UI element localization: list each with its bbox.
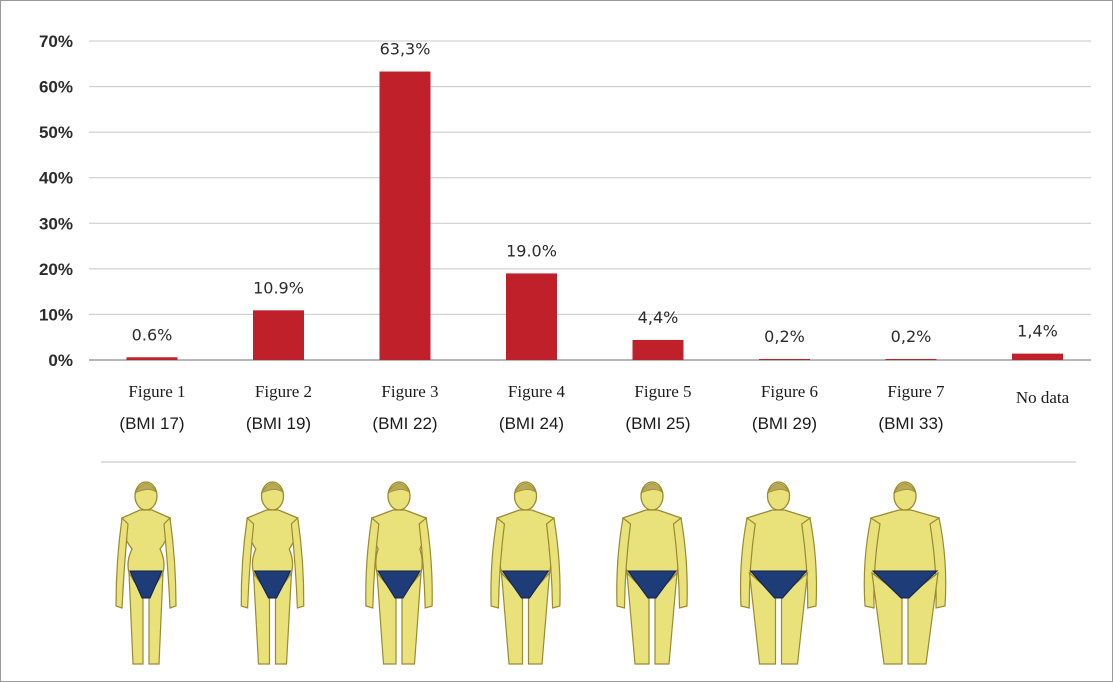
category-label-line2: (BMI 29) [752, 414, 817, 433]
category-label-line1: Figure 3 [381, 382, 438, 401]
right-arm [545, 516, 561, 609]
hair [640, 483, 664, 494]
hair [134, 483, 158, 494]
data-label: 4,4% [638, 308, 679, 327]
body-figure-2 [240, 481, 305, 665]
data-label: 0,2% [891, 327, 932, 346]
category-label-line1: No data [1016, 388, 1070, 407]
left-arm [739, 516, 756, 609]
y-tick-label: 70% [39, 32, 73, 51]
left-arm [863, 517, 881, 609]
right-arm [929, 517, 947, 609]
category-label-line1: Figure 1 [128, 382, 185, 401]
category-label-line2: (BMI 24) [499, 414, 564, 433]
body-figure-4 [490, 481, 561, 665]
bar [632, 339, 684, 360]
category-label-line1: Figure 7 [887, 382, 945, 401]
left-arm [115, 516, 129, 609]
data-label: 0,2% [764, 327, 805, 346]
y-tick-label: 10% [39, 305, 73, 324]
briefs [627, 570, 677, 599]
y-tick-label: 50% [39, 123, 73, 142]
right-arm [418, 516, 433, 609]
data-label: 10.9% [253, 278, 304, 297]
y-tick-label: 30% [39, 214, 73, 233]
right-arm [672, 516, 688, 609]
bar [506, 273, 557, 360]
body-figure-7 [863, 481, 947, 665]
briefs [871, 570, 939, 599]
category-label-line2: (BMI 33) [878, 414, 943, 433]
data-label: 63,3% [380, 40, 431, 59]
briefs [129, 570, 163, 599]
body-figure-5 [616, 481, 688, 665]
hair [893, 483, 917, 494]
bar [759, 359, 810, 360]
bar [379, 71, 431, 360]
hair [260, 483, 284, 494]
body-figure-6 [739, 481, 818, 665]
data-label: 19.0% [506, 241, 557, 260]
bar [253, 310, 304, 360]
hair [513, 483, 537, 494]
bar [126, 357, 178, 360]
category-label-line2: (BMI 22) [372, 414, 437, 433]
data-label: 1,4% [1017, 322, 1058, 341]
category-label-line1: Figure 6 [761, 382, 818, 401]
bar [1012, 353, 1063, 360]
body-figure-1 [115, 481, 177, 665]
category-label-line1: Figure 4 [508, 382, 566, 401]
y-tick-label: 20% [39, 260, 73, 279]
category-label-line1: Figure 2 [255, 382, 312, 401]
right-arm [163, 516, 177, 609]
hair [387, 483, 411, 494]
left-arm [365, 516, 380, 609]
bar [885, 359, 937, 360]
category-label-line2: (BMI 19) [246, 414, 311, 433]
briefs [501, 570, 550, 599]
left-arm [240, 516, 255, 609]
y-tick-label: 60% [39, 78, 73, 97]
y-tick-label: 40% [39, 169, 73, 188]
category-label-line2: (BMI 17) [119, 414, 184, 433]
briefs [749, 570, 808, 599]
y-tick-label: 0% [48, 351, 73, 370]
category-label-line1: Figure 5 [634, 382, 691, 401]
category-label-line2: (BMI 25) [625, 414, 690, 433]
left-arm [616, 516, 632, 609]
right-arm [801, 516, 818, 609]
briefs [377, 570, 421, 599]
data-label: 0.6% [132, 325, 173, 344]
right-arm [290, 516, 305, 609]
body-figure-3 [365, 481, 433, 665]
hair [766, 483, 790, 494]
briefs [253, 570, 292, 599]
left-arm [490, 516, 506, 609]
